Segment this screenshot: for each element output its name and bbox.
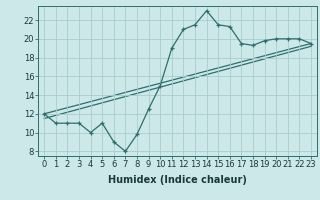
X-axis label: Humidex (Indice chaleur): Humidex (Indice chaleur)	[108, 175, 247, 185]
